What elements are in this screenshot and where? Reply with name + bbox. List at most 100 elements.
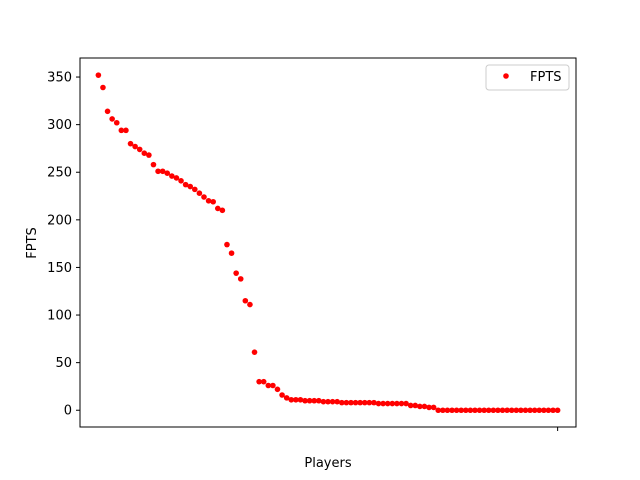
data-point [210,198,216,205]
data-point [329,398,336,405]
data-point [380,400,386,407]
data-point [233,270,239,276]
data-point [398,400,405,407]
data-point [247,301,253,308]
data-point [554,407,561,414]
data-point [352,399,359,406]
y-tick-label: 200 [47,213,72,228]
data-point [407,402,414,409]
data-point [265,382,272,389]
data-point [550,407,556,414]
y-tick-label: 0 [64,404,72,419]
data-point [394,400,400,407]
data-point [297,396,304,403]
data-point [499,407,506,414]
data-point [444,407,451,414]
data-point [366,399,373,406]
y-tick-label: 50 [55,356,72,371]
data-point [237,276,244,282]
data-point [279,392,285,398]
legend-label: FPTS [530,70,562,85]
data-point [462,407,469,414]
data-point [536,407,543,414]
data-point [288,396,295,403]
data-point [178,178,184,184]
data-point [527,407,533,414]
data-point [361,399,368,406]
data-point [251,349,258,355]
data-point [118,127,125,134]
data-point [426,404,432,411]
data-point [228,250,235,256]
y-tick-label: 350 [47,71,72,86]
y-tick-label: 150 [47,261,72,276]
data-point [430,404,437,411]
data-point [123,127,129,134]
data-point [320,398,327,405]
data-point [508,407,515,414]
data-point [371,399,377,406]
data-point [219,207,226,214]
data-point [412,402,419,409]
data-point [192,186,198,193]
data-point [173,175,180,181]
y-axis-label: FPTS [25,227,40,259]
y-tick-label: 100 [47,309,72,324]
data-point [421,403,428,410]
y-tick-label: 250 [47,166,72,181]
data-point [136,146,143,153]
data-point [132,143,138,150]
data-point [127,140,134,147]
data-point [109,116,115,122]
data-point [224,241,230,248]
data-point [274,386,281,393]
data-point [348,399,354,406]
data-point [513,407,520,414]
data-point [146,152,152,158]
y-tick-label: 300 [47,118,72,133]
data-point [293,396,299,403]
data-point [311,397,318,404]
data-point [343,399,350,406]
data-point [270,382,276,389]
data-point [531,407,538,414]
data-point [113,119,120,126]
data-point [306,397,313,404]
data-point [187,183,194,190]
data-point [196,190,203,196]
data-point [449,407,455,414]
data-point [389,400,396,407]
data-point [458,407,464,414]
legend-box [485,64,570,91]
data-point [476,407,483,414]
data-point [260,378,267,385]
data-point [302,397,308,404]
data-point [435,407,442,414]
legend-marker [503,73,509,79]
data-point [384,400,391,407]
data-point [495,407,501,414]
y-axis: 0 50 100 150 200 250 300 350 [47,71,80,419]
data-point [141,150,148,156]
data-point [334,398,340,405]
data-point [541,407,547,414]
data-point [440,407,446,414]
data-point [95,72,102,78]
data-point [518,407,524,414]
data-point [164,170,171,176]
data-point [205,198,212,204]
data-point [256,378,262,385]
data-point [375,400,382,407]
legend: FPTS [485,64,570,91]
data-point [104,108,111,115]
data-point [403,400,409,407]
data-point [417,403,423,410]
data-point [467,407,474,414]
data-point [150,161,157,168]
plot-frame [79,57,577,428]
data-point [481,407,487,414]
data-point [522,407,529,414]
data-point [325,398,331,405]
data-point [504,407,510,414]
data-point [485,407,492,414]
